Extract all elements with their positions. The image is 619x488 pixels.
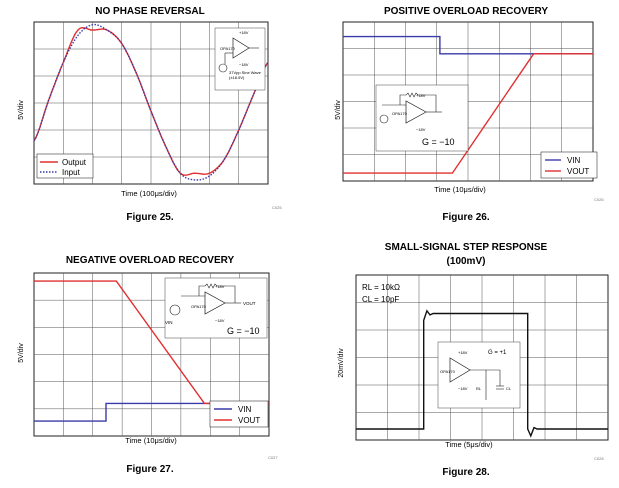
inset-output-label: VOUT (243, 301, 256, 306)
inset-supply-neg: −18V (239, 62, 249, 67)
op-amp-symbol (449, 357, 471, 383)
legend-label-vin: VIN (238, 405, 252, 414)
y-axis-label: 5V/div (335, 100, 342, 120)
inset-rl-label: RL (476, 386, 482, 391)
figure-code: C027 (268, 455, 278, 460)
legend: VIN VOUT (540, 151, 598, 179)
inset-cl-label: CL (506, 386, 512, 391)
y-axis-label: 5V/div (18, 100, 25, 120)
inset-supply-pos: +18V (215, 284, 225, 289)
figure-code: C025 (272, 205, 282, 210)
inset-gain-label: G = −10 (422, 137, 455, 147)
legend-label-vout: VOUT (238, 416, 260, 425)
chart-svg: 5V/div Time (10μs/div) VIN OPA170 +18V −… (18, 272, 270, 445)
inset-source-label: VIN (165, 320, 173, 325)
series-line-step-response (356, 309, 608, 438)
op-amp-symbol (405, 100, 427, 124)
series-line-input (33, 23, 269, 181)
legend-label-output: Output (62, 158, 87, 167)
legend-box (209, 400, 269, 428)
figure-caption: Figure 27. (126, 464, 174, 475)
inset-supply-neg: −18V (215, 318, 225, 323)
annotation-cl: CL = 10pF (362, 295, 399, 304)
x-axis-label: Time (100μs/div) (121, 189, 177, 198)
x-axis-label: Time (10μs/div) (125, 436, 177, 445)
chart-subtitle: (100mV) (446, 256, 486, 267)
inset-supply-pos: +18V (239, 30, 249, 35)
inset-frame (375, 84, 469, 152)
inset-opamp-label: OPA170 (440, 369, 456, 374)
figure-code: C028 (594, 456, 604, 461)
legend-label-input: Input (62, 168, 81, 177)
figure-caption: Figure 26. (442, 212, 490, 223)
chart-svg: 20mV/div Time (5μs/div) RL = 10kΩ CL = 1… (338, 274, 609, 449)
chart-panel-4: SMALL-SIGNAL STEP RESPONSE (100mV) 20mV/… (316, 238, 616, 478)
chart-title: NO PHASE REVERSAL (95, 6, 205, 17)
legend-box (540, 151, 598, 179)
x-axis-label: Time (5μs/div) (445, 440, 493, 449)
y-axis-label: 5V/div (18, 343, 25, 363)
chart-title: SMALL-SIGNAL STEP RESPONSE (384, 242, 548, 253)
chart-svg: 5V/div Time (10μs/div) OPA170 +18V −18V … (335, 21, 598, 194)
figure-caption: Figure 25. (126, 212, 174, 223)
legend-label-vout: VOUT (567, 167, 589, 176)
inset-gain-label: G = −10 (227, 326, 260, 336)
inset-opamp-label: OPA170 (191, 304, 207, 309)
inset-source-label: 37Vpp Sine Wave (±18.5V) (229, 70, 261, 80)
inset-supply-neg: −18V (416, 127, 426, 132)
chart-panel-2: POSITIVE OVERLOAD RECOVERY 5V/div Time (… (316, 0, 616, 240)
chart-svg: 5V/div Time (100μs/div) Output Input OPA… (18, 21, 269, 198)
circuit-inset: OPA170 +18V −18V G = +1 RL CL (437, 341, 521, 409)
chart-panel-3: NEGATIVE OVERLOAD RECOVERY 5V/div Time (… (0, 246, 300, 486)
inset-frame (437, 341, 521, 409)
y-axis-label: 20mV/div (338, 348, 345, 378)
inset-gain-label: G = +1 (488, 350, 507, 356)
figure-caption: Figure 28. (442, 467, 490, 478)
inset-opamp-label: OPA170 (220, 46, 236, 51)
op-amp-symbol (232, 37, 250, 59)
x-axis-label: Time (10μs/div) (434, 185, 486, 194)
inset-supply-pos: +18V (458, 350, 468, 355)
circuit-inset: OPA170 +18V −18V 37Vpp Sine Wave (±18.5V… (214, 27, 266, 91)
chart-title: NEGATIVE OVERLOAD RECOVERY (65, 255, 235, 266)
inset-supply-pos: +18V (416, 93, 426, 98)
annotation-rl: RL = 10kΩ (362, 283, 400, 292)
circuit-inset: OPA170 +18V −18V G = −10 (375, 84, 469, 152)
chart-title: POSITIVE OVERLOAD RECOVERY (383, 6, 549, 17)
chart-panel-1: NO PHASE REVERSAL 5V/div Time (100μs/div… (0, 0, 300, 240)
inset-opamp-label: OPA170 (392, 111, 408, 116)
inset-frame (214, 27, 266, 91)
source-symbol (218, 63, 228, 73)
feedback-resistor (198, 283, 236, 303)
series-line-vin (343, 35, 593, 55)
legend-label-vin: VIN (567, 156, 581, 165)
source-symbol (379, 114, 389, 124)
circuit-inset: VIN OPA170 +18V −18V VOUT G = −10 (164, 277, 268, 339)
op-amp-symbol (204, 291, 226, 315)
feedback-resistor (399, 92, 437, 112)
legend: VIN VOUT (209, 400, 269, 428)
figure-code: C026 (594, 197, 604, 202)
series-line-vout (343, 53, 593, 174)
legend-box (36, 153, 94, 179)
source-symbol (169, 304, 181, 316)
legend: Output Input (36, 153, 94, 179)
series-line-vin (34, 402, 269, 422)
inset-supply-neg: −18V (458, 386, 468, 391)
